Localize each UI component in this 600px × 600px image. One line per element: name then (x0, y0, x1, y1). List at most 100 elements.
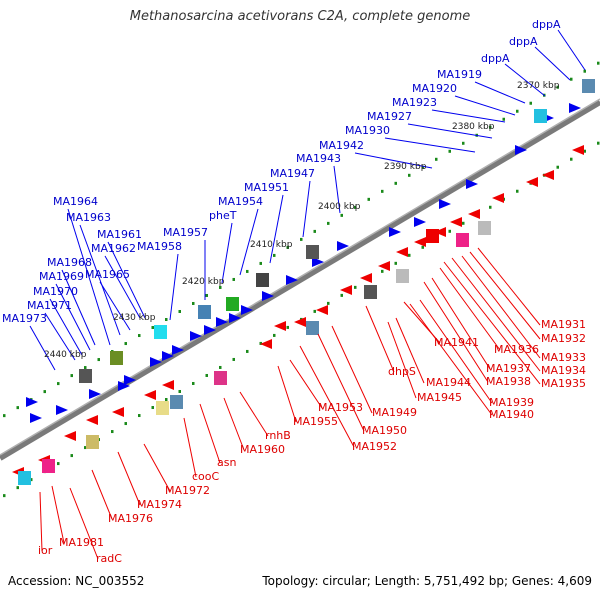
gene-label[interactable]: MA1965 (85, 268, 130, 281)
gene-label[interactable]: MA1930 (345, 124, 390, 137)
gene-label[interactable]: MA1960 (240, 443, 285, 456)
gene-label[interactable]: MA1962 (91, 242, 136, 255)
scale-tick (462, 141, 465, 145)
gene-label[interactable]: MA1931 (541, 318, 586, 331)
label-connector (557, 29, 586, 71)
gene-label[interactable]: MA1949 (372, 406, 417, 419)
label-connector (49, 298, 83, 356)
label-connector (439, 267, 501, 351)
gene-label[interactable]: MA1961 (97, 228, 142, 241)
gene-label[interactable]: MA1937 (486, 362, 531, 375)
scale-tick (30, 478, 33, 482)
gene-label[interactable]: asn (217, 456, 236, 469)
reverse-gene-arrow (468, 209, 480, 219)
scale-tick (570, 77, 573, 81)
gene-label[interactable]: MA1964 (53, 195, 98, 208)
gene-label[interactable]: MA1954 (218, 195, 263, 208)
label-connector (469, 251, 541, 340)
scale-tick (124, 422, 127, 426)
label-connector (477, 247, 541, 326)
gene-label[interactable]: radC (96, 552, 122, 565)
gene-label[interactable]: MA1940 (489, 408, 534, 421)
gene-label[interactable]: MA1934 (541, 364, 586, 377)
gene-label[interactable]: MA1976 (108, 512, 153, 525)
scale-tick (435, 157, 438, 161)
scale-tick (502, 117, 505, 121)
gene-label[interactable]: dppA (532, 18, 561, 31)
scale-tick (219, 285, 222, 289)
label-connector (534, 46, 571, 81)
label-connectors (29, 29, 586, 560)
gene-label[interactable]: MA1970 (33, 285, 78, 298)
gene-label[interactable]: dppA (481, 52, 510, 65)
scale-label: 2390 kbp (384, 162, 427, 172)
forward-gene-arrow (190, 331, 202, 341)
gene-label[interactable]: MA1938 (486, 375, 531, 388)
scale-tick (421, 245, 424, 249)
gene-label[interactable]: cooC (192, 470, 220, 483)
gene-label[interactable]: MA1943 (296, 152, 341, 165)
gene-label[interactable]: MA1932 (541, 332, 586, 345)
gene-label[interactable]: MA1951 (244, 181, 289, 194)
forward-gene-arrow (56, 405, 68, 415)
gene-label[interactable]: MA1953 (318, 401, 363, 414)
gene-label[interactable]: MA1944 (426, 376, 471, 389)
gene-label[interactable]: MA1947 (270, 167, 315, 180)
forward-gene-arrow (204, 325, 216, 335)
gene-label[interactable]: rnhB (265, 429, 291, 442)
gene-label[interactable]: MA1933 (541, 351, 586, 364)
label-connector (221, 222, 233, 284)
gene-label[interactable]: ior (38, 544, 53, 557)
gene-label[interactable]: MA1971 (27, 299, 72, 312)
label-connector (395, 317, 425, 384)
forward-gene-arrow (466, 179, 478, 189)
scale-label: 2430 kbp (113, 313, 156, 323)
forward-gene-arrow (241, 305, 253, 315)
gene-label[interactable]: MA1923 (392, 96, 437, 109)
scale-tick (97, 358, 100, 362)
gene-label[interactable]: dppA (509, 35, 538, 48)
gene-label[interactable]: MA1963 (66, 211, 111, 224)
scale-tick (273, 333, 276, 337)
reverse-gene-arrow (112, 407, 124, 417)
gene-label[interactable]: MA1958 (137, 240, 182, 253)
gene-label[interactable]: MA1920 (412, 82, 457, 95)
gene-label[interactable]: MA1957 (163, 226, 208, 239)
reverse-gene-arrow (526, 177, 538, 187)
gene-label[interactable]: MA1973 (2, 312, 47, 325)
scale-tick (286, 245, 289, 249)
gene-label[interactable]: MA1972 (165, 484, 210, 497)
feature-box (478, 221, 491, 235)
label-connector (44, 312, 76, 361)
gene-label[interactable]: MA1919 (437, 68, 482, 81)
scale-tick (448, 229, 451, 233)
gene-label[interactable]: MA1950 (362, 424, 407, 437)
gene-label[interactable]: MA1952 (352, 440, 397, 453)
scale-tick (408, 253, 411, 257)
scale-tick (57, 462, 60, 466)
label-connector (104, 255, 141, 319)
feature-box (214, 371, 227, 385)
gene-label[interactable]: MA1974 (137, 498, 182, 511)
scale-label: 2440 kbp (44, 350, 87, 360)
gene-label[interactable]: MA1945 (417, 391, 462, 404)
gene-label[interactable]: MA1981 (59, 536, 104, 549)
gene-label[interactable]: MA1935 (541, 377, 586, 390)
label-connector (269, 194, 284, 264)
gene-label[interactable]: MA1942 (319, 139, 364, 152)
gene-label[interactable]: MA1936 (494, 343, 539, 356)
gene-label[interactable]: MA1955 (293, 415, 338, 428)
scale-tick (556, 85, 559, 89)
gene-label[interactable]: MA1939 (489, 396, 534, 409)
gene-label[interactable]: MA1941 (434, 336, 479, 349)
gene-label[interactable]: pheT (209, 209, 237, 222)
gene-label[interactable]: MA1968 (47, 256, 92, 269)
feature-box (456, 233, 469, 247)
feature-box (18, 471, 31, 485)
gene-label[interactable]: MA1969 (39, 270, 84, 283)
scale-tick (286, 325, 289, 329)
reverse-gene-arrow (316, 305, 328, 315)
gene-label[interactable]: MA1927 (367, 110, 412, 123)
gene-label[interactable]: dhpS (388, 365, 416, 378)
